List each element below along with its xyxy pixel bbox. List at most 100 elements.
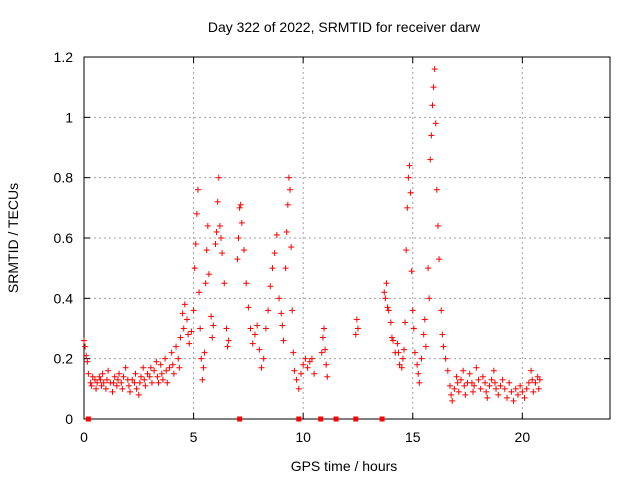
data-point (235, 235, 242, 241)
data-point (529, 376, 536, 383)
data-point (215, 174, 222, 181)
data-point (94, 379, 101, 386)
zero-marker (296, 416, 302, 422)
y-tick-label: 0 (65, 411, 73, 427)
data-point (453, 373, 460, 380)
data-point (169, 361, 176, 368)
data-point (454, 379, 461, 386)
zero-marker (379, 416, 385, 422)
data-point (141, 376, 148, 383)
y-tick-label: 0.8 (54, 170, 74, 186)
data-point (157, 361, 164, 368)
data-point (223, 325, 230, 332)
data-point (486, 382, 493, 389)
data-point (407, 189, 414, 196)
data-point (203, 247, 210, 254)
data-point (484, 394, 491, 401)
data-point (240, 247, 247, 254)
data-point (451, 385, 458, 392)
data-point (297, 370, 304, 377)
data-point (491, 379, 498, 386)
data-point (81, 337, 87, 344)
data-point (396, 361, 403, 368)
data-point (388, 334, 395, 341)
data-point (97, 376, 104, 383)
data-point (501, 385, 508, 392)
x-tick-labels: 0 5 10 15 20 (80, 429, 530, 445)
data-point (179, 310, 186, 317)
data-point (278, 310, 285, 317)
data-point (318, 349, 325, 356)
data-point (133, 385, 140, 392)
data-point (194, 186, 201, 193)
data-point (109, 388, 116, 395)
data-point (455, 388, 462, 395)
data-point (83, 352, 90, 359)
data-point (279, 322, 286, 329)
y-tick-label: 0.6 (54, 230, 74, 246)
data-point (148, 379, 155, 386)
data-point (198, 355, 205, 362)
data-point (408, 268, 415, 275)
data-point (234, 256, 241, 263)
y-tick-label: 0.2 (54, 351, 74, 367)
data-point (462, 391, 469, 398)
data-point (193, 210, 200, 217)
data-point (422, 343, 429, 350)
data-point (528, 367, 535, 374)
data-point (260, 355, 267, 362)
data-point (91, 376, 98, 383)
data-point (271, 250, 278, 257)
data-point (251, 331, 258, 338)
data-point (188, 328, 195, 335)
data-point (202, 280, 209, 287)
data-point (395, 349, 402, 356)
data-point (402, 319, 409, 326)
data-point (497, 382, 504, 389)
data-point (132, 370, 139, 377)
data-point (84, 358, 91, 365)
data-point (122, 364, 129, 371)
data-point (506, 379, 513, 386)
zero-marker (353, 416, 359, 422)
data-point (288, 244, 295, 251)
data-point (466, 370, 473, 377)
data-point (147, 364, 154, 371)
data-point (237, 201, 244, 208)
data-point (495, 391, 502, 398)
data-point (457, 376, 464, 383)
data-point (213, 228, 220, 235)
data-point (311, 370, 318, 377)
data-point (400, 346, 407, 353)
data-point (438, 307, 445, 314)
data-point (406, 162, 413, 169)
data-point (119, 385, 126, 392)
zero-marker (237, 416, 243, 422)
data-point (120, 373, 127, 380)
data-point (282, 265, 289, 272)
data-point (460, 367, 467, 374)
y-tick-label: 0.4 (54, 290, 74, 306)
data-point (135, 391, 142, 398)
data-point (153, 358, 160, 365)
y-axis-label: SRMTID / TECUs (5, 183, 21, 293)
data-point (199, 376, 206, 383)
data-point (85, 370, 92, 377)
data-point (390, 337, 397, 344)
data-point (488, 376, 495, 383)
zero-marker (318, 416, 324, 422)
data-point (290, 349, 297, 356)
data-point (415, 370, 422, 377)
data-point (118, 379, 125, 386)
y-tick-label: 1.2 (54, 49, 74, 65)
data-point (186, 340, 193, 347)
data-point (394, 340, 401, 347)
data-point (163, 367, 170, 374)
data-point (436, 256, 443, 263)
data-point (300, 361, 307, 368)
data-point (219, 250, 226, 257)
data-point (283, 228, 290, 235)
data-point (191, 265, 198, 272)
data-point (204, 222, 211, 229)
data-point (439, 331, 446, 338)
